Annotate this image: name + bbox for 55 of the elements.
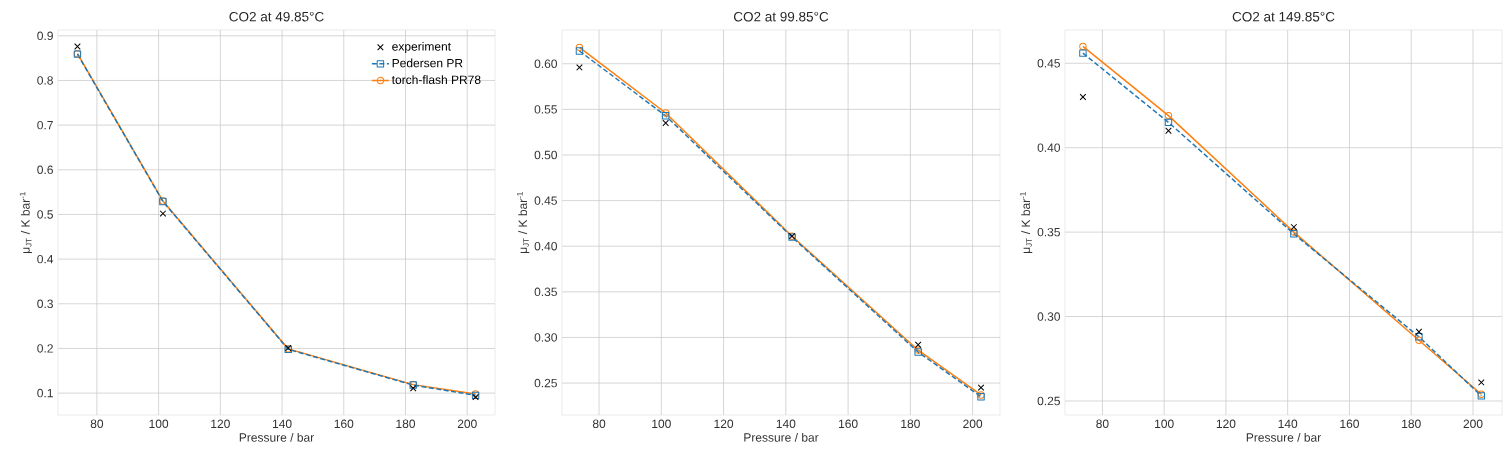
chart-title: CO2 at 99.85°C [733, 11, 829, 22]
x-tick-label: 160 [1340, 419, 1359, 429]
y-tick-label: 0.45 [1037, 59, 1060, 68]
x-tick-label: 100 [652, 419, 671, 429]
x-tick-label: 120 [1216, 419, 1236, 429]
legend-label: torch-flash PR78 [391, 75, 481, 84]
y-axis-title: μ$_{JT}$ / K bar$^{-1}$ [517, 192, 530, 253]
chart-title: CO2 at 149.85°C [1232, 11, 1335, 22]
y-tick-label: 0.6 [37, 165, 53, 175]
y-tick-label: 0.25 [534, 378, 557, 388]
y-tick-label: 0.40 [1037, 143, 1061, 152]
y-tick-label: 0.35 [1037, 227, 1060, 237]
legend-label: Pedersen PR [392, 58, 463, 68]
y-tick-label: 0.25 [1037, 396, 1060, 406]
y-tick-label: 0.45 [534, 196, 557, 205]
y-tick-label: 0.7 [37, 120, 53, 130]
x-tick-label: 200 [457, 419, 477, 429]
y-tick-label: 0.1 [37, 388, 53, 398]
y-tick-label: 0.40 [534, 241, 558, 251]
y-tick-label: 0.30 [1037, 312, 1061, 321]
y-tick-label: 0.4 [37, 254, 54, 264]
x-tick-label: 140 [272, 419, 292, 429]
x-axis-title: Pressure / bar [1246, 432, 1321, 442]
x-axis-title: Pressure / bar [239, 432, 314, 442]
x-tick-label: 80 [90, 419, 104, 429]
y-axis-title: μ$_{JT}$ / K bar$^{-1}$ [19, 192, 32, 253]
y-axis-title: μ$_{JT}$ / K bar$^{-1}$ [1020, 192, 1033, 253]
x-tick-label: 80 [1096, 419, 1109, 429]
x-tick-label: 140 [776, 419, 796, 429]
x-tick-label: 140 [1278, 419, 1298, 429]
y-tick-label: 0.8 [37, 76, 53, 85]
y-tick-label: 0.2 [37, 344, 53, 353]
x-tick-label: 180 [396, 419, 416, 429]
y-tick-label: 0.55 [534, 105, 557, 114]
y-tick-label: 0.9 [37, 31, 53, 41]
x-tick-label: 200 [1463, 419, 1483, 429]
x-tick-label: 120 [211, 419, 230, 429]
x-tick-label: 100 [149, 419, 169, 429]
x-tick-label: 80 [592, 419, 606, 429]
x-axis-title: Pressure / bar [744, 432, 819, 442]
x-tick-label: 180 [901, 419, 920, 429]
x-tick-label: 160 [839, 419, 858, 429]
x-tick-label: 100 [1155, 419, 1174, 429]
legend-label: experiment [392, 41, 451, 54]
y-tick-label: 0.50 [534, 150, 558, 160]
x-tick-label: 180 [1402, 419, 1421, 429]
chart-title: CO2 at 49.85°C [229, 11, 324, 22]
y-tick-label: 0.5 [37, 210, 53, 219]
y-tick-label: 0.60 [534, 59, 558, 68]
x-tick-label: 120 [714, 419, 734, 429]
y-tick-label: 0.30 [534, 333, 558, 342]
x-tick-label: 160 [334, 419, 354, 429]
x-tick-label: 200 [963, 419, 983, 429]
y-tick-label: 0.3 [37, 299, 53, 309]
y-tick-label: 0.35 [534, 287, 557, 297]
